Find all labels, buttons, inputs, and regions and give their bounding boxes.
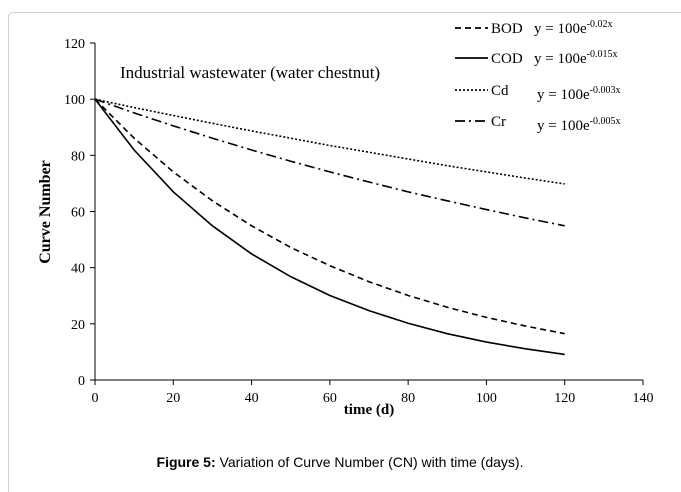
equation-exponent: -0.015x [587,49,618,60]
equation-exponent: -0.005x [590,116,621,127]
equation-base: y = 100e [534,21,587,37]
x-tick-label: 0 [92,391,99,406]
x-tick-label: 100 [476,391,497,406]
equation-exponent: -0.02x [587,19,613,30]
annotation: Industrial wastewater (water chestnut) [120,63,380,82]
x-axis-title: time (d) [344,402,394,418]
equation-base: y = 100e [537,87,590,103]
y-tick-label: 60 [71,206,85,221]
x-tick-label: 120 [554,391,575,406]
equation-base: y = 100e [534,51,587,67]
y-axis-title: Curve Number [37,160,54,264]
caption-text: Variation of Curve Number (CN) with time… [216,454,524,470]
x-tick-label: 40 [245,391,259,406]
x-tick-label: 60 [323,391,337,406]
equation-base: y = 100e [537,118,590,134]
series-line [94,98,565,356]
y-tick-label: 80 [71,149,85,164]
legend-equation: y = 100e-0.015x [534,49,617,67]
caption-label: Figure 5: [157,454,216,470]
series-line [94,98,565,335]
legend-label: Cr [491,114,506,130]
figure-frame [8,12,681,492]
y-tick-label: 0 [78,374,85,389]
legend-label: BOD [491,21,523,37]
legend-label: COD [491,51,523,67]
legend-equation: y = 100e-0.02x [534,19,612,37]
legend-label: Cd [491,83,509,99]
equation-exponent: -0.003x [590,85,621,96]
x-tick-label: 20 [166,391,180,406]
caption: Figure 5: Variation of Curve Number (CN)… [157,454,524,470]
y-tick-label: 20 [71,318,85,333]
x-tick-label: 80 [401,391,415,406]
x-tick-label: 140 [633,391,654,406]
y-tick-label: 100 [64,93,85,108]
y-tick-label: 40 [71,262,85,277]
legend-equation: y = 100e-0.005x [537,116,620,134]
legend-equation: y = 100e-0.003x [537,85,620,103]
y-tick-label: 120 [64,37,85,52]
series-line [94,98,565,227]
